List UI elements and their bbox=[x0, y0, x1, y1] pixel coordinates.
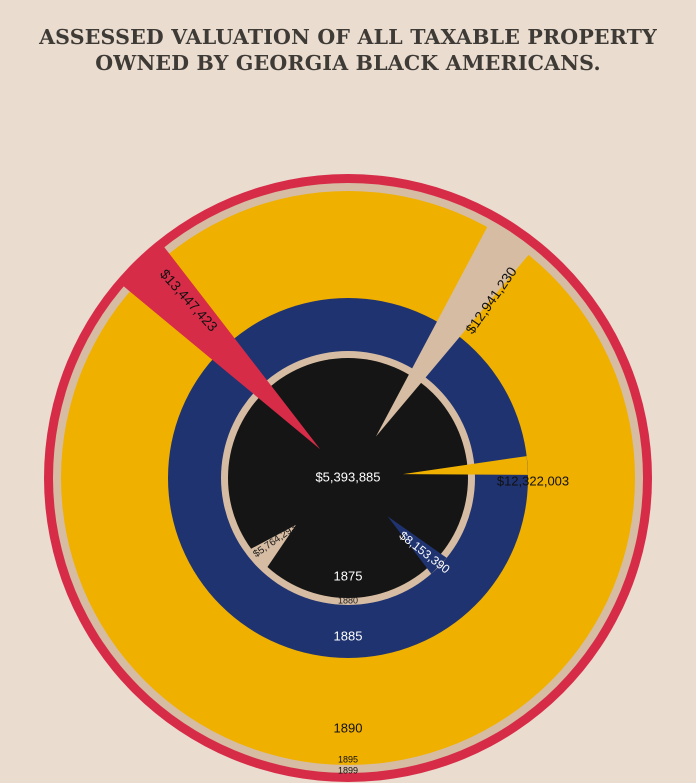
year-label-1899: 1899 bbox=[338, 765, 358, 775]
chart-title: ASSESSED VALUATION OF ALL TAXABLE PROPER… bbox=[0, 24, 696, 76]
year-label-1895: 1895 bbox=[338, 754, 358, 764]
year-label-1875: 1875 bbox=[334, 568, 363, 583]
chart-title-line-1: ASSESSED VALUATION OF ALL TAXABLE PROPER… bbox=[39, 25, 657, 49]
wedge-1885 bbox=[387, 516, 447, 574]
year-label-1880: 1880 bbox=[338, 595, 358, 605]
chart-title-line-2: OWNED BY GEORGIA BLACK AMERICANS. bbox=[95, 51, 601, 75]
year-label-1885: 1885 bbox=[334, 628, 363, 643]
wedge-1899 bbox=[119, 243, 321, 450]
value-label-1875: $5,393,885 bbox=[315, 469, 380, 484]
wedge-1880 bbox=[249, 524, 296, 569]
year-label-1890: 1890 bbox=[334, 720, 363, 735]
wedge-1890 bbox=[402, 456, 528, 475]
value-label-1890: $12,322,003 bbox=[497, 473, 569, 488]
wedge-1895 bbox=[375, 224, 531, 437]
